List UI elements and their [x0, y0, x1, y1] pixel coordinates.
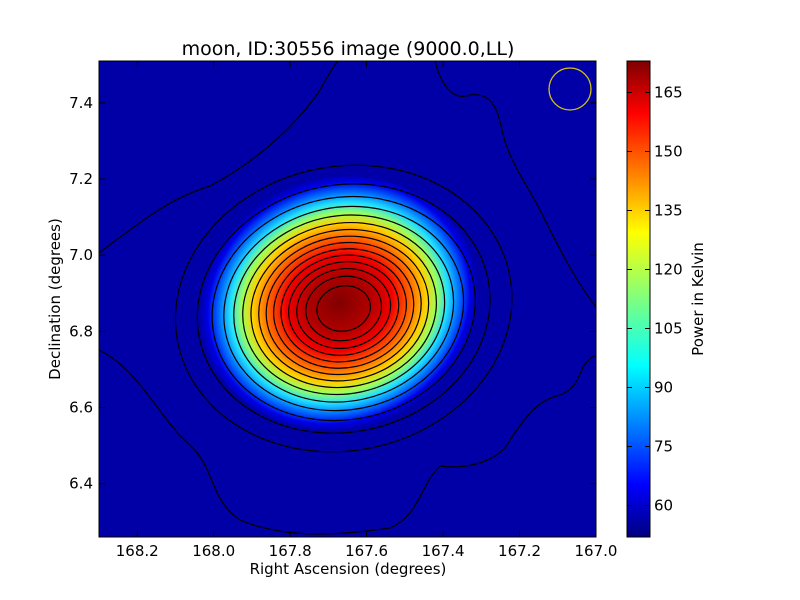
y-tick-label: 6.4 — [69, 475, 93, 493]
plot-frame — [98, 60, 597, 538]
y-tick-label: 7.2 — [69, 170, 93, 188]
x-tick-label: 167.8 — [269, 542, 312, 560]
colorbar-tick-label: 105 — [654, 320, 683, 338]
contour-outer-top — [99, 61, 339, 254]
colorbar-tick-label: 75 — [654, 438, 673, 456]
y-axis-label: Declination (degrees) — [46, 218, 64, 380]
contour-ring — [242, 221, 446, 396]
beam-circle — [548, 67, 592, 111]
colorbar-label: Power in Kelvin — [689, 242, 707, 356]
x-tick-label: 167.0 — [575, 542, 618, 560]
x-axis-label: Right Ascension (degrees) — [250, 560, 447, 578]
x-tick-label: 167.2 — [498, 542, 541, 560]
colorbar-gradient — [626, 60, 651, 538]
y-tick-label: 6.8 — [69, 322, 93, 340]
chart-title: moon, ID:30556 image (9000.0,LL) — [182, 38, 515, 60]
contour-outer-bottom — [99, 349, 596, 535]
colorbar-tick-label: 150 — [654, 142, 683, 160]
y-axis: 6.4 6.6 6.8 7.0 7.2 7.4 — [69, 94, 596, 493]
contour-ring — [174, 164, 513, 453]
colorbar: 60 75 90 105 120 135 150 165 Power in Kelvin — [626, 60, 707, 538]
contour-ring — [258, 235, 430, 382]
y-tick-label: 7.4 — [69, 94, 93, 112]
x-tick-label: 167.4 — [422, 542, 465, 560]
contour-rings — [174, 164, 513, 453]
x-axis: 168.2 168.0 167.8 167.6 167.4 167.2 167.0 — [116, 61, 618, 560]
contour-ring — [196, 183, 491, 434]
contour-ring — [280, 254, 407, 363]
colorbar-tick-label: 165 — [654, 83, 683, 101]
x-tick-label: 168.2 — [116, 542, 159, 560]
contour-lines — [99, 61, 596, 535]
contour-ring — [223, 205, 465, 412]
colorbar-tick-label: 90 — [654, 379, 673, 397]
contour-outer-right-top — [434, 61, 596, 308]
x-tick-label: 168.0 — [192, 542, 235, 560]
contour-ring — [211, 195, 476, 422]
colorbar-tick-label: 60 — [654, 497, 673, 515]
x-tick-label: 167.6 — [345, 542, 388, 560]
contour-ring — [296, 267, 392, 350]
y-tick-label: 7.0 — [69, 246, 93, 264]
contour-ring — [305, 275, 383, 342]
contour-ring — [265, 241, 422, 376]
contour-ring — [316, 285, 372, 332]
plot-area — [99, 61, 596, 537]
contour-ring — [288, 261, 400, 356]
colorbar-ticks: 60 75 90 105 120 135 150 165 — [627, 83, 683, 515]
contour-ring — [233, 214, 455, 403]
colorbar-tick-label: 120 — [654, 260, 683, 278]
y-tick-label: 6.6 — [69, 399, 93, 417]
contour-ring — [273, 248, 415, 369]
contour-ring — [250, 228, 437, 389]
colorbar-tick-label: 135 — [654, 201, 683, 219]
